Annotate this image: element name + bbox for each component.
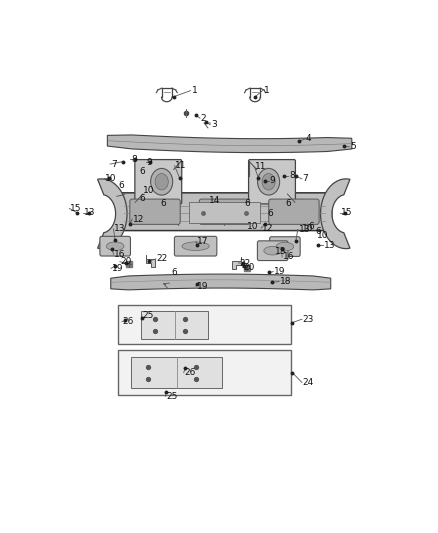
Text: 26: 26 [184, 368, 196, 377]
Ellipse shape [151, 168, 173, 195]
Ellipse shape [155, 174, 168, 190]
Text: 13: 13 [114, 224, 126, 233]
Ellipse shape [264, 246, 282, 255]
FancyBboxPatch shape [130, 199, 180, 224]
Text: 11: 11 [255, 162, 267, 171]
Text: 6: 6 [139, 167, 145, 176]
Text: 15: 15 [341, 208, 352, 217]
Text: 11: 11 [175, 161, 187, 170]
Text: 6: 6 [309, 222, 314, 231]
Text: 8: 8 [289, 171, 295, 180]
Text: 2: 2 [201, 114, 206, 123]
Text: 12: 12 [262, 224, 273, 232]
Text: 25: 25 [142, 311, 154, 320]
Text: 9: 9 [269, 176, 275, 185]
Text: 16: 16 [283, 252, 294, 261]
Text: 10: 10 [317, 231, 328, 240]
Text: 6: 6 [286, 199, 291, 208]
Polygon shape [107, 135, 352, 152]
Bar [131, 358, 222, 388]
Text: 6: 6 [267, 209, 273, 218]
Bar [117, 305, 291, 344]
Text: 13: 13 [298, 225, 310, 234]
Text: 12: 12 [133, 215, 144, 224]
Text: 16: 16 [114, 250, 126, 259]
Text: 6: 6 [315, 227, 321, 236]
Bar [117, 350, 291, 395]
Text: 20: 20 [120, 257, 132, 266]
Ellipse shape [276, 243, 294, 251]
Text: 6: 6 [172, 268, 178, 277]
Bar [189, 202, 260, 223]
Text: 6: 6 [119, 181, 124, 190]
FancyBboxPatch shape [270, 237, 300, 256]
Text: 17: 17 [197, 237, 208, 246]
Text: 1: 1 [192, 86, 198, 95]
Text: 26: 26 [123, 317, 134, 326]
FancyBboxPatch shape [100, 236, 131, 256]
Text: 25: 25 [166, 392, 177, 401]
Text: 19: 19 [274, 267, 286, 276]
Text: 9: 9 [146, 158, 152, 167]
Text: 6: 6 [245, 199, 251, 208]
FancyBboxPatch shape [174, 236, 217, 256]
Text: 10: 10 [302, 224, 313, 232]
Text: 13: 13 [324, 241, 335, 250]
Text: 20: 20 [243, 263, 254, 272]
Ellipse shape [262, 174, 275, 190]
FancyBboxPatch shape [199, 199, 250, 224]
Text: 7: 7 [111, 159, 117, 168]
Text: 24: 24 [303, 378, 314, 387]
Ellipse shape [182, 242, 209, 251]
Text: 19: 19 [112, 264, 123, 273]
Text: 10: 10 [247, 222, 259, 231]
Text: 14: 14 [209, 196, 221, 205]
Text: 10: 10 [105, 174, 117, 183]
Polygon shape [321, 179, 350, 248]
Text: 18: 18 [280, 277, 291, 286]
Text: 7: 7 [303, 174, 308, 183]
FancyBboxPatch shape [269, 199, 319, 224]
Text: 10: 10 [143, 186, 155, 195]
Ellipse shape [106, 242, 124, 251]
Text: 22: 22 [156, 254, 168, 263]
Ellipse shape [258, 168, 279, 195]
FancyBboxPatch shape [117, 193, 332, 231]
Polygon shape [98, 179, 127, 248]
Text: 8: 8 [131, 155, 137, 164]
Text: 4: 4 [306, 134, 311, 143]
Text: 5: 5 [350, 142, 356, 151]
Text: 15: 15 [70, 204, 81, 213]
Text: 6: 6 [160, 199, 166, 208]
Text: 23: 23 [303, 314, 314, 324]
Text: 3: 3 [211, 120, 217, 129]
Text: 13: 13 [84, 208, 95, 217]
Bar [141, 311, 208, 339]
Text: 6: 6 [139, 194, 145, 203]
Text: 13: 13 [275, 247, 286, 256]
FancyBboxPatch shape [135, 159, 182, 204]
Polygon shape [111, 274, 331, 290]
Polygon shape [232, 257, 241, 269]
Text: 22: 22 [239, 259, 251, 268]
FancyBboxPatch shape [258, 241, 288, 261]
Polygon shape [146, 255, 155, 267]
FancyBboxPatch shape [249, 159, 295, 204]
Text: 19: 19 [197, 282, 208, 291]
Text: 1: 1 [264, 86, 269, 95]
